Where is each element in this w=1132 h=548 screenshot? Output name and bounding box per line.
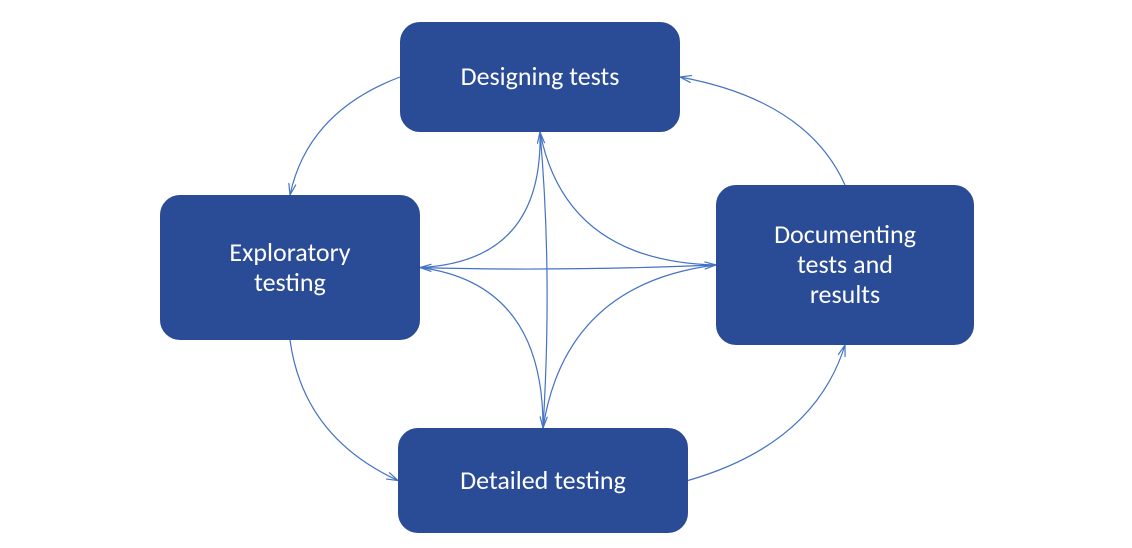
node-exploratory: Exploratory testing xyxy=(160,195,420,340)
edge xyxy=(537,132,547,428)
edge xyxy=(290,340,398,481)
node-label: Exploratory testing xyxy=(229,238,350,298)
testing-cycle-diagram: Designing tests Exploratory testing Docume… xyxy=(0,0,1132,548)
edge xyxy=(420,268,543,429)
edge xyxy=(420,132,540,268)
node-label: Designing tests xyxy=(461,62,620,92)
node-documenting: Documenting tests and results xyxy=(716,185,974,345)
node-designing: Designing tests xyxy=(400,22,680,132)
edge xyxy=(680,76,845,185)
edge xyxy=(540,132,716,265)
node-detailed: Detailed testing xyxy=(398,428,688,533)
edge xyxy=(289,77,400,195)
edge xyxy=(420,262,716,271)
node-label: Detailed testing xyxy=(460,466,626,496)
node-label: Documenting tests and results xyxy=(774,220,916,310)
edge xyxy=(688,345,845,481)
edge xyxy=(543,265,716,428)
